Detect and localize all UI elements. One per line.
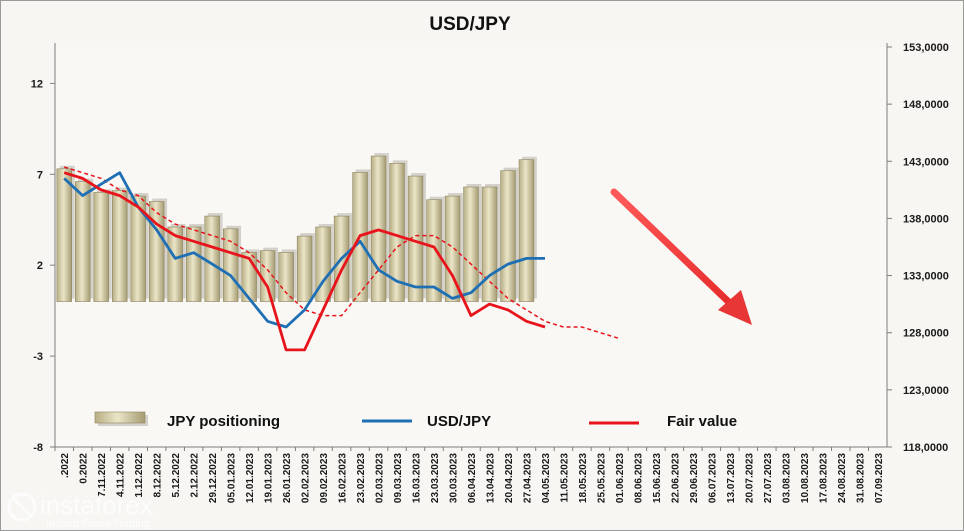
right-tick-label: 138,0000 <box>903 213 949 225</box>
x-tick-label: 07.09.2023 <box>874 453 885 503</box>
x-tick-label: 20.07.2023 <box>744 453 755 503</box>
bar <box>278 252 294 302</box>
legend-label-fair-value: Fair value <box>667 413 737 430</box>
x-tick-label: 20.04.2023 <box>504 453 515 503</box>
bar <box>315 226 331 302</box>
line-series <box>63 166 620 352</box>
x-tick-label: 16.03.2023 <box>412 453 423 503</box>
x-tick-label: 0.2022 <box>79 453 90 484</box>
legend-label-usdjpy: USD/JPY <box>427 413 491 430</box>
x-tick-label: 16.02.2023 <box>338 453 349 503</box>
x-tick-label: 09.03.2023 <box>393 453 404 503</box>
fair-value-forecast-line <box>63 166 620 340</box>
right-tick-label: 153,0000 <box>903 42 949 54</box>
x-tick-label: 06.07.2023 <box>707 453 718 503</box>
x-tick-label: 29.12.2022 <box>208 453 219 503</box>
x-tick-label: 7.11.2022 <box>97 453 108 497</box>
x-tick-label: 8.12.2022 <box>153 453 164 498</box>
usdjpy-line <box>63 171 545 329</box>
x-tick-label: 26.01.2023 <box>282 453 293 503</box>
right-tick-label: 128,0000 <box>903 328 949 340</box>
brand-tagline: Instant Forex Trading <box>46 518 150 530</box>
x-tick-label: 27.04.2023 <box>522 453 533 503</box>
bar <box>112 190 128 302</box>
bar <box>204 215 220 302</box>
instaforex-watermark: instaforex Instant Forex Trading <box>7 490 153 530</box>
x-tick-label: 2.12.2022 <box>190 453 201 498</box>
x-tick-label: 04.05.2023 <box>541 453 552 503</box>
left-tick-label: 7 <box>37 169 43 181</box>
legend-label-positioning: JPY positioning <box>167 413 280 430</box>
x-tick-label: 29.06.2023 <box>689 453 700 503</box>
x-tick-label: 02.03.2023 <box>375 453 386 503</box>
x-tick-label: 22.06.2023 <box>670 453 681 503</box>
x-tick-label: 10.08.2023 <box>800 453 811 503</box>
x-tick-label: 13.07.2023 <box>726 453 737 503</box>
right-tick-label: 148,0000 <box>903 99 949 111</box>
chart-title: USD/JPY <box>429 14 511 35</box>
bar <box>426 199 442 302</box>
x-tick-label: 06.04.2023 <box>467 453 478 503</box>
x-tick-label: 02.02.2023 <box>301 453 312 503</box>
left-tick-label: 12 <box>31 78 43 90</box>
x-tick-label: 25.05.2023 <box>596 453 607 503</box>
x-tick-label: 13.04.2023 <box>485 453 496 503</box>
x-tick-label: 30.03.2023 <box>449 453 460 503</box>
bar <box>444 195 461 302</box>
bar <box>75 181 91 302</box>
right-tick-label: 123,0000 <box>903 385 949 397</box>
brand-name: instaforex <box>40 490 153 520</box>
bar-series <box>56 153 537 302</box>
bar <box>500 170 516 302</box>
bar <box>481 186 498 302</box>
down-arrow-annotation <box>610 188 752 325</box>
bar <box>222 228 239 302</box>
x-tick-label: 19.01.2023 <box>264 453 275 503</box>
x-tick-label: 08.06.2023 <box>633 453 644 503</box>
bar <box>463 186 479 302</box>
x-tick-label: 5.12.2022 <box>171 453 182 498</box>
x-tick-label: 15.06.2023 <box>652 453 663 503</box>
x-tick-label: .2022 <box>60 453 71 478</box>
bar <box>93 192 109 302</box>
x-tick-label: 1.12.2022 <box>134 453 145 498</box>
x-tick-label: 09.02.2023 <box>319 453 330 503</box>
left-tick-label: -8 <box>33 442 43 454</box>
x-tick-label: 18.05.2023 <box>578 453 589 503</box>
bar <box>167 226 183 302</box>
x-tick-label: 23.02.2023 <box>356 453 367 503</box>
x-tick-label: 17.08.2023 <box>818 453 829 503</box>
right-tick-label: 118,0000 <box>903 442 948 454</box>
bar <box>518 159 535 302</box>
x-tick-label: 01.06.2023 <box>615 453 626 503</box>
bar <box>148 201 165 302</box>
right-tick-label: 133,0000 <box>903 271 949 283</box>
x-tick-label: 24.08.2023 <box>837 453 848 503</box>
fair-value-line <box>63 171 546 352</box>
x-tick-label: 03.08.2023 <box>781 453 792 503</box>
x-tick-label: 12.01.2023 <box>245 453 256 503</box>
bar <box>296 235 313 302</box>
x-tick-label: 11.05.2023 <box>559 453 570 503</box>
right-tick-label: 143,0000 <box>903 156 949 168</box>
x-tick-label: 31.08.2023 <box>855 453 866 503</box>
left-tick-label: 2 <box>37 260 43 272</box>
instaforex-logo-icon <box>7 492 37 522</box>
bar <box>185 226 202 302</box>
x-tick-label: 27.07.2023 <box>763 453 774 503</box>
bar <box>56 168 72 302</box>
x-tick-label: 05.01.2023 <box>227 453 238 503</box>
legend-swatch-positioning <box>94 411 146 424</box>
legend: JPY positioning USD/JPY Fair value <box>94 411 737 430</box>
x-tick-label: 23.03.2023 <box>430 453 441 503</box>
left-tick-label: -3 <box>33 351 43 363</box>
x-tick-label: 4.11.2022 <box>116 453 127 497</box>
